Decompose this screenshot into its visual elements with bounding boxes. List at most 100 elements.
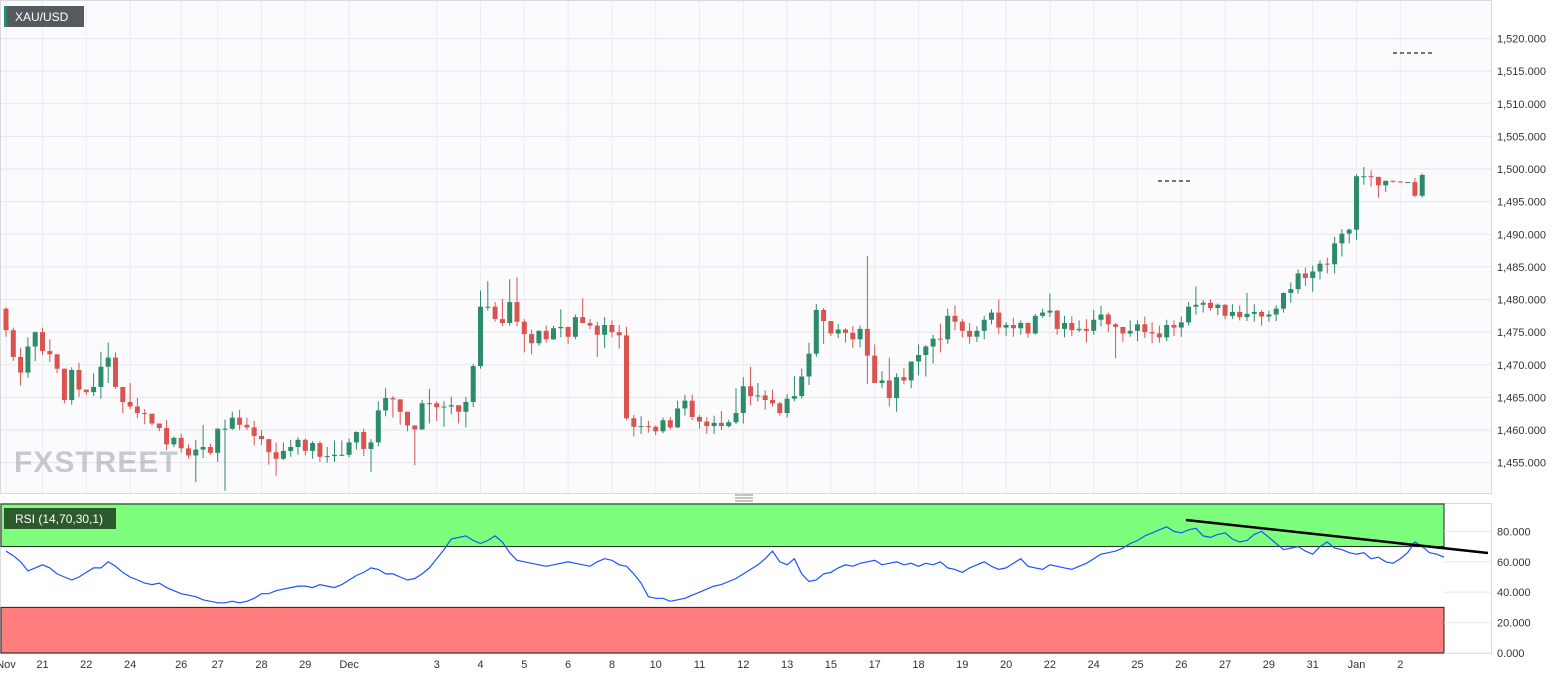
candle-up bbox=[310, 443, 316, 451]
candle-down bbox=[1156, 333, 1162, 338]
candle-down bbox=[390, 398, 396, 400]
x-tick-label: 19 bbox=[956, 659, 968, 671]
candle-down bbox=[244, 424, 250, 428]
candle-up bbox=[1091, 319, 1097, 331]
x-tick-label: 18 bbox=[912, 659, 924, 671]
x-tick-label: 29 bbox=[1263, 659, 1275, 671]
candle-down bbox=[83, 389, 89, 393]
candle-down bbox=[952, 315, 958, 322]
x-tick-label: 31 bbox=[1307, 659, 1319, 671]
candle-up bbox=[660, 420, 666, 432]
candle-up bbox=[894, 377, 900, 399]
price-tick-label: 1,520.000 bbox=[1497, 34, 1546, 46]
candle-up bbox=[1003, 324, 1009, 328]
candle-down bbox=[361, 431, 367, 449]
candle-down bbox=[1397, 181, 1403, 183]
candle-down bbox=[667, 420, 673, 428]
candle-up bbox=[806, 353, 812, 377]
candle-down bbox=[1054, 310, 1060, 329]
candle-down bbox=[872, 355, 878, 384]
x-tick-label: 26 bbox=[175, 659, 187, 671]
candle-up bbox=[1178, 322, 1184, 328]
candle-up bbox=[426, 403, 432, 405]
candle-up bbox=[346, 442, 352, 455]
candle-up bbox=[1018, 323, 1024, 329]
candle-down bbox=[1120, 326, 1126, 334]
candle-down bbox=[770, 400, 775, 404]
candle-down bbox=[47, 351, 53, 355]
candle-up bbox=[675, 408, 681, 428]
candle-down bbox=[697, 416, 702, 422]
candle-up bbox=[638, 426, 644, 428]
candle-up bbox=[222, 428, 228, 430]
candle-up bbox=[25, 346, 31, 373]
candle-down bbox=[594, 325, 600, 335]
candle-down bbox=[587, 323, 593, 326]
candle-up bbox=[908, 361, 914, 381]
candle-up bbox=[1310, 271, 1316, 278]
candle-up bbox=[478, 306, 483, 367]
candle-down bbox=[901, 377, 907, 381]
candle-up bbox=[711, 422, 717, 427]
pane-resize-handle[interactable] bbox=[735, 494, 753, 502]
rsi-overbought-zone bbox=[0, 503, 1445, 548]
candle-up bbox=[200, 446, 206, 450]
candle-up bbox=[1098, 314, 1104, 320]
rsi-oversold-zone bbox=[0, 606, 1445, 654]
symbol-tag-accent bbox=[4, 6, 7, 27]
candle-up bbox=[930, 338, 936, 347]
candle-up bbox=[1032, 315, 1038, 334]
candle-up bbox=[1419, 174, 1425, 196]
candle-down bbox=[514, 302, 520, 322]
candle-down bbox=[317, 443, 323, 457]
x-tick-label: 3 bbox=[434, 659, 440, 671]
x-tick-label: Nov bbox=[0, 659, 16, 671]
candle-down bbox=[1390, 180, 1396, 182]
candle-down bbox=[1237, 311, 1243, 318]
candle-up bbox=[733, 413, 739, 423]
candle-down bbox=[1222, 304, 1228, 316]
candle-down bbox=[1375, 176, 1381, 186]
candle-up bbox=[1317, 263, 1323, 272]
candle-down bbox=[718, 422, 724, 427]
x-tick-label: 10 bbox=[650, 659, 662, 671]
x-tick-label: 2 bbox=[1397, 659, 1403, 671]
candle-down bbox=[120, 386, 126, 402]
candle-up bbox=[32, 332, 38, 347]
candle-down bbox=[1412, 182, 1418, 196]
candlestick-series bbox=[3, 167, 1425, 491]
x-tick-label: 20 bbox=[1000, 659, 1012, 671]
x-tick-label: Jan bbox=[1348, 659, 1366, 671]
price-tick-label: 1,490.000 bbox=[1497, 229, 1546, 241]
candle-down bbox=[529, 334, 535, 344]
candle-down bbox=[1083, 328, 1089, 331]
candle-up bbox=[1295, 273, 1301, 290]
candle-down bbox=[456, 405, 462, 412]
candle-up bbox=[551, 328, 556, 340]
price-tick-label: 1,485.000 bbox=[1497, 262, 1546, 274]
price-tick-label: 1,455.000 bbox=[1497, 458, 1546, 470]
x-tick-label: 27 bbox=[212, 659, 224, 671]
x-tick-label: 8 bbox=[609, 659, 615, 671]
candle-up bbox=[916, 354, 921, 362]
candle-up bbox=[835, 329, 841, 334]
candle-up bbox=[1354, 176, 1359, 230]
candle-down bbox=[412, 425, 418, 430]
rsi-tag-bg bbox=[4, 508, 116, 529]
rsi-tick-label: 40.000 bbox=[1497, 587, 1531, 599]
candle-up bbox=[419, 403, 425, 430]
candle-down bbox=[1142, 324, 1148, 333]
candle-down bbox=[565, 326, 571, 337]
x-tick-label: 21 bbox=[36, 659, 48, 671]
candle-up bbox=[558, 326, 564, 329]
price-axis: 1,455.000 1,460.000 1,465.000 1,470.000 1,47… bbox=[1497, 34, 1546, 470]
x-tick-label: 17 bbox=[869, 659, 881, 671]
candle-down bbox=[762, 395, 768, 401]
x-tick-label: 11 bbox=[694, 659, 705, 671]
price-tick-label: 1,505.000 bbox=[1497, 131, 1546, 143]
price-tick-label: 1,480.000 bbox=[1497, 295, 1546, 307]
candle-down bbox=[704, 421, 710, 427]
x-tick-label: 13 bbox=[781, 659, 793, 671]
rsi-gridlines bbox=[1444, 530, 1491, 654]
